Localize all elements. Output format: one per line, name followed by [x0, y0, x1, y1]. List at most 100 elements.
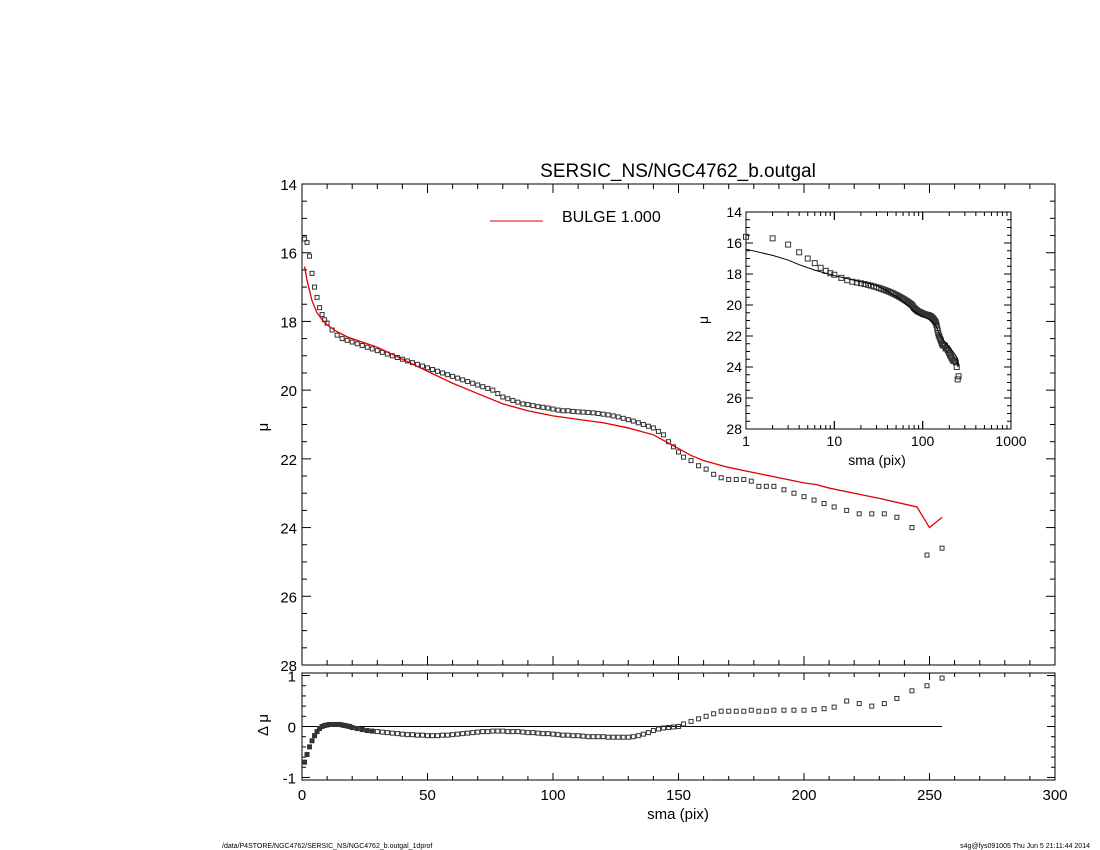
residual-point	[665, 725, 671, 731]
residual-point	[430, 733, 436, 739]
observed-point	[655, 428, 661, 434]
observed-point	[763, 483, 769, 489]
observed-point	[505, 396, 511, 402]
residual-point	[560, 732, 566, 738]
residual-point	[535, 730, 541, 736]
chart-title: SERSIC_NS/NGC4762_b.outgal	[540, 161, 816, 182]
residual-point	[711, 711, 717, 717]
residual-point	[625, 734, 631, 740]
residual-point	[791, 707, 797, 713]
residual-point	[480, 729, 486, 735]
residual-point	[302, 759, 308, 765]
inset-observed-point	[796, 249, 803, 256]
x-tick-label: 0	[298, 787, 306, 804]
inset-observed-point	[864, 281, 871, 288]
observed-point	[570, 408, 576, 414]
observed-point	[939, 545, 945, 551]
observed-point	[545, 405, 551, 411]
observed-point	[450, 373, 456, 379]
observed-point	[530, 403, 536, 409]
residual-point	[364, 728, 370, 734]
residual-point	[354, 726, 360, 732]
residual-y-axis-label: Δ μ	[255, 714, 272, 736]
inset-model-line	[745, 248, 960, 368]
observed-point	[650, 425, 656, 431]
observed-point	[334, 332, 340, 338]
observed-point	[811, 497, 817, 503]
residual-point	[881, 701, 887, 707]
observed-point	[510, 397, 516, 403]
inset-y-tick-label: 22	[726, 328, 742, 344]
observed-point	[565, 408, 571, 414]
observed-point	[703, 466, 709, 472]
observed-point	[480, 384, 486, 390]
observed-point	[748, 478, 754, 484]
observed-point	[881, 511, 887, 517]
observed-point	[791, 490, 797, 496]
inset-y-tick-label: 16	[726, 235, 742, 251]
x-tick-label: 100	[540, 787, 565, 804]
observed-point	[374, 348, 380, 354]
observed-point	[620, 415, 626, 421]
residual-point	[304, 752, 310, 758]
x-tick-label: 250	[917, 787, 942, 804]
residual-point	[869, 703, 875, 709]
residual-point	[435, 733, 441, 739]
observed-point	[354, 341, 360, 347]
residual-point	[909, 688, 915, 694]
observed-point	[630, 418, 636, 424]
observed-point	[688, 458, 694, 464]
main-y-tick-label: 24	[280, 521, 297, 538]
footer-timestamp: s4g@fys091005 Thu Jun 5 21:11:44 2014	[960, 843, 1090, 850]
inset-observed-point	[861, 281, 868, 288]
observed-point	[525, 402, 531, 408]
residual-point	[374, 729, 380, 735]
observed-point	[640, 422, 646, 427]
main-y-tick-label: 20	[280, 383, 297, 400]
residual-point	[924, 683, 930, 689]
observed-point	[580, 409, 586, 415]
inset-observed-point	[953, 364, 960, 370]
residual-point	[525, 730, 531, 736]
observed-point	[733, 476, 739, 482]
residual-point	[505, 729, 511, 735]
residual-point	[475, 729, 481, 735]
residual-point	[939, 675, 945, 681]
main-y-tick-label: 22	[280, 452, 297, 469]
observed-point	[309, 270, 315, 276]
residual-point	[314, 729, 320, 735]
residual-point	[600, 734, 606, 740]
residual-point	[801, 707, 807, 713]
observed-point	[595, 411, 601, 417]
residual-point	[515, 729, 521, 735]
residual-point	[465, 730, 471, 736]
footer-file-path: /data/P4STORE/NGC4762/SERSIC_NS/NGC4762_…	[222, 843, 432, 850]
residual-point	[455, 731, 461, 737]
observed-point	[465, 379, 471, 385]
observed-point	[339, 336, 345, 342]
legend-label: BULGE 1.000	[562, 209, 661, 226]
observed-point	[605, 412, 611, 418]
inset-observed-point	[857, 280, 864, 287]
observed-point	[475, 382, 481, 388]
residual-point	[763, 708, 769, 714]
observed-point	[540, 404, 546, 410]
observed-point	[460, 377, 466, 383]
residual-point	[445, 732, 451, 738]
residual-point	[645, 730, 651, 736]
observed-point	[801, 494, 807, 500]
observed-point	[359, 342, 365, 348]
residual-point	[615, 734, 621, 740]
residual-point	[670, 724, 676, 730]
observed-point	[660, 432, 666, 438]
observed-point	[610, 413, 616, 419]
observed-point	[455, 375, 461, 381]
observed-point	[317, 305, 323, 311]
residual-point	[510, 729, 516, 735]
residual-point	[635, 733, 641, 739]
residual-point	[570, 733, 576, 739]
observed-point	[314, 294, 320, 300]
bulge-model-line	[303, 266, 943, 529]
inset-log-panel: 1 10 100 1000 14 16 18 20 22 24 26 28	[726, 204, 1026, 449]
inset-x-tick-label: 10	[827, 433, 843, 449]
